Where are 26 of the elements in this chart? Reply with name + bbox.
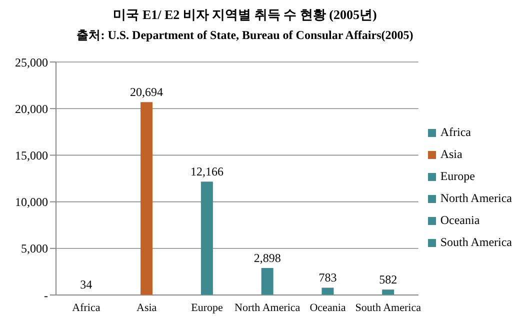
- data-label: 34: [80, 278, 92, 292]
- legend-label: Asia: [440, 146, 462, 160]
- y-tick-label: 15,000: [15, 148, 48, 162]
- data-label: 2,898: [254, 250, 281, 265]
- data-label: 582: [379, 272, 398, 287]
- data-label: 783: [318, 270, 337, 285]
- x-tick-label: Europe: [191, 302, 223, 314]
- x-tick-label: Asia: [136, 302, 157, 314]
- legend-label: Europe: [440, 168, 475, 182]
- legend-label: North America: [440, 190, 512, 204]
- chart-subtitle: 출처: U.S. Department of State, Bureau of Consular Affairs(2005): [76, 27, 414, 44]
- data-label: 20,694: [130, 85, 164, 100]
- chart-title: 미국 E1/ E2 비자 지역별 취득 수 현황 (2005년): [112, 6, 378, 24]
- legend-label: South America: [440, 234, 512, 248]
- data-label: 12,166: [190, 164, 224, 179]
- y-tick-label: 20,000: [15, 102, 48, 116]
- x-tick-label: Oceania: [310, 302, 346, 314]
- x-tick-label: North America: [234, 302, 300, 314]
- x-tick-label: South America: [355, 302, 422, 314]
- legend-label: Oceania: [440, 212, 480, 226]
- y-tick-label: 25,000: [15, 55, 48, 70]
- y-tick-label: 5,000: [21, 242, 48, 256]
- y-tick-label: -: [44, 288, 48, 302]
- y-tick-label: 10,000: [15, 195, 48, 210]
- x-tick-label: Africa: [72, 302, 100, 314]
- legend-label: Africa: [440, 124, 471, 138]
